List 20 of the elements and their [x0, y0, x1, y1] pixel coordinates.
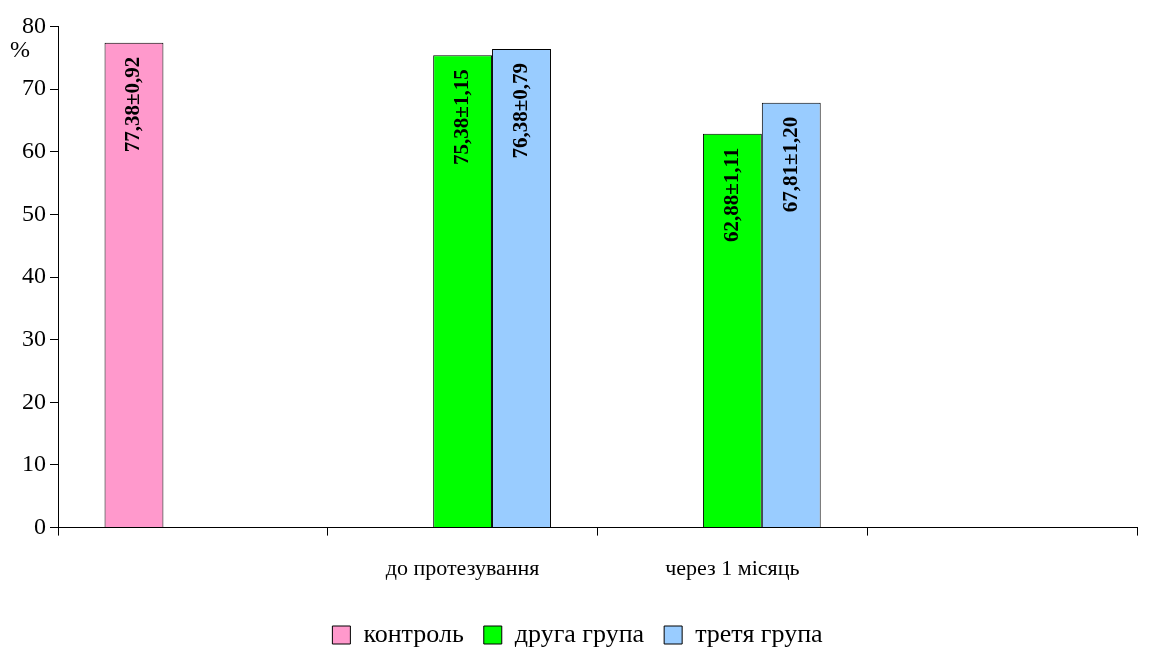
y-axis-title: % — [10, 35, 30, 62]
y-tick-label: 40 — [22, 262, 46, 289]
data-label: 62,88±1,11 — [718, 147, 743, 243]
y-tick-label: 60 — [22, 137, 46, 163]
legend-label: третя група — [695, 618, 824, 648]
y-tick-label: 50 — [22, 199, 46, 226]
data-label: 67,81±1,20 — [777, 116, 802, 213]
y-tick-label: 0 — [34, 512, 46, 539]
legend-label: контроль — [363, 618, 464, 648]
y-tick-label: 30 — [22, 324, 46, 351]
y-tick-label: 10 — [22, 450, 46, 477]
x-tick-label: до протезування — [385, 554, 540, 580]
legend-label: друга група — [514, 618, 645, 648]
y-tick-label: 80 — [22, 11, 46, 38]
x-tick-label: через 1 місяць — [665, 554, 800, 580]
y-tick-label: 70 — [22, 74, 46, 101]
y-tick-label: 20 — [22, 387, 46, 414]
data-label: 77,38±0,92 — [120, 56, 145, 153]
data-label: 76,38±0,79 — [507, 63, 532, 159]
data-label: 75,38±1,15 — [449, 69, 474, 165]
